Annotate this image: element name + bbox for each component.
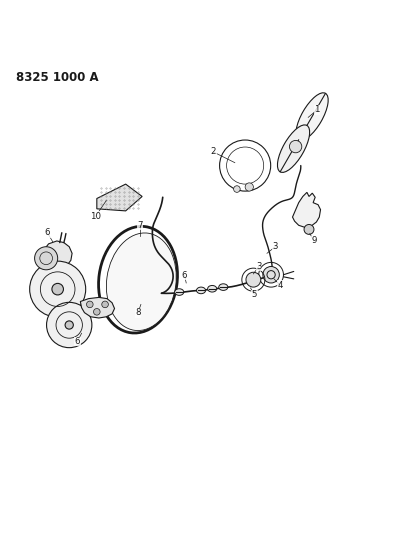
Text: 4: 4 — [277, 280, 283, 289]
Text: 9: 9 — [311, 237, 317, 246]
Text: 10: 10 — [90, 212, 101, 221]
Circle shape — [87, 301, 93, 308]
Circle shape — [245, 183, 253, 191]
Ellipse shape — [197, 287, 206, 294]
Text: 6: 6 — [182, 271, 187, 280]
Text: 8: 8 — [135, 308, 141, 317]
Ellipse shape — [277, 125, 310, 172]
Circle shape — [246, 272, 261, 287]
Circle shape — [65, 321, 73, 329]
Text: 3: 3 — [256, 262, 262, 271]
Circle shape — [30, 261, 86, 317]
Circle shape — [102, 301, 108, 308]
Polygon shape — [80, 297, 115, 318]
Ellipse shape — [175, 289, 184, 295]
Circle shape — [35, 247, 58, 270]
Ellipse shape — [219, 284, 228, 290]
Text: 1: 1 — [314, 106, 320, 115]
Polygon shape — [97, 184, 142, 211]
Circle shape — [94, 309, 100, 315]
Text: 7: 7 — [137, 221, 143, 230]
Circle shape — [289, 140, 302, 153]
Polygon shape — [293, 192, 321, 228]
Circle shape — [234, 185, 240, 192]
Text: 3: 3 — [272, 242, 278, 251]
Ellipse shape — [296, 93, 328, 140]
Circle shape — [52, 284, 63, 295]
Circle shape — [47, 302, 92, 348]
Text: 8325 1000 A: 8325 1000 A — [16, 71, 99, 84]
Text: 2: 2 — [211, 148, 216, 157]
Ellipse shape — [208, 286, 217, 292]
Text: 6: 6 — [75, 337, 80, 346]
Ellipse shape — [106, 233, 176, 330]
Polygon shape — [38, 241, 72, 269]
Text: 5: 5 — [252, 290, 258, 299]
Text: 6: 6 — [44, 228, 50, 237]
Circle shape — [263, 266, 279, 283]
Circle shape — [304, 224, 314, 235]
